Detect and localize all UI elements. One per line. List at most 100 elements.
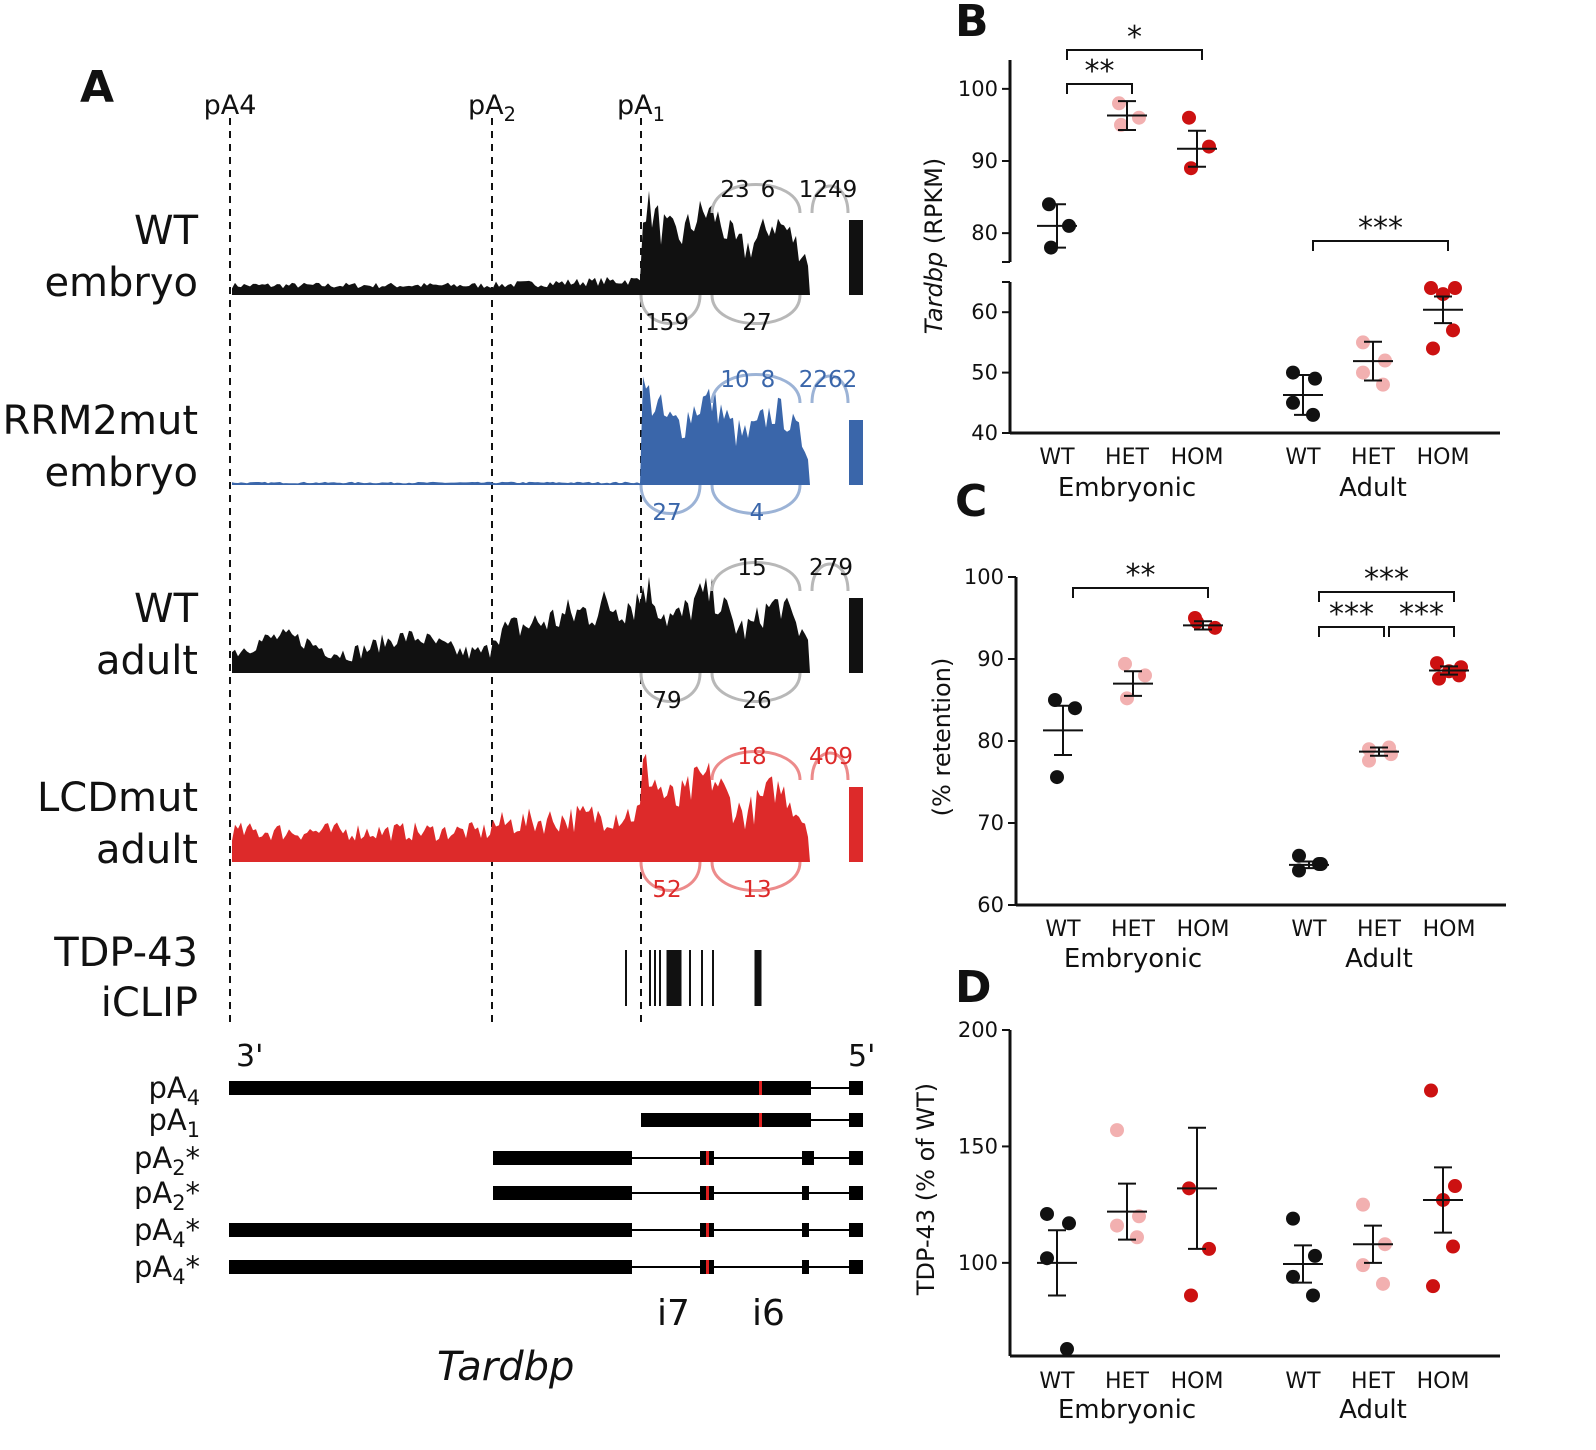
significance-label: ***	[1329, 597, 1374, 632]
data-point	[1132, 1209, 1146, 1224]
data-point	[1130, 1230, 1144, 1245]
junction-count-bottom: 13	[742, 877, 771, 903]
exon-block	[802, 1151, 814, 1165]
three-prime-label: 3'	[236, 1039, 263, 1074]
isoform-label-0-sub: 4	[187, 1086, 200, 1110]
isoform-label-3-sub: 2	[172, 1191, 185, 1215]
y-tick-label: 50	[971, 361, 998, 385]
coverage-exon-block	[849, 598, 863, 673]
significance-label: **	[1085, 54, 1115, 89]
x-category-label: WT	[1285, 1369, 1321, 1394]
iclip-label-line2: iCLIP	[101, 980, 198, 1026]
junction-arc-bottom	[710, 294, 802, 325]
data-point	[1110, 1218, 1124, 1233]
exon-block	[849, 1186, 863, 1200]
data-point	[1356, 1258, 1370, 1273]
x-category-label: HOM	[1171, 445, 1224, 470]
junction-count-bottom: 4	[750, 500, 765, 526]
exon-block	[849, 1260, 863, 1274]
pa-marker-2-sub: 1	[653, 103, 665, 126]
stop-codon-mark	[706, 1186, 709, 1200]
data-point	[1184, 161, 1198, 176]
junction-count-bottom: 27	[742, 310, 771, 336]
data-point	[1286, 395, 1300, 410]
x-category-label: HOM	[1417, 445, 1470, 470]
track-label-line2: embryo	[44, 450, 198, 496]
significance-bracket	[1318, 591, 1455, 602]
y-tick-label: 60	[977, 893, 1004, 917]
x-group-label: Embryonic	[1058, 1395, 1196, 1425]
y-axis-label-text: (RPKM)	[920, 158, 948, 252]
junction-arc-bottom	[639, 294, 702, 325]
isoform-model-4	[229, 1223, 863, 1237]
x-category-label: HOM	[1417, 1369, 1470, 1394]
junction-arc-top	[810, 184, 850, 214]
data-point	[1068, 701, 1082, 716]
y-tick-label: 200	[958, 1018, 998, 1042]
isoform-label-2: pA2*	[134, 1141, 200, 1180]
isoform-model-1	[641, 1113, 863, 1127]
significance-bracket	[1072, 587, 1209, 598]
junction-count-top: 10	[720, 367, 749, 393]
data-point	[1292, 863, 1306, 878]
x-group-label: Adult	[1339, 473, 1407, 503]
y-axis-label: Tardbp (RPKM)	[920, 158, 948, 334]
stop-codon-mark	[759, 1081, 762, 1095]
y-axis-label-gene: Tardbp	[920, 252, 948, 334]
data-point	[1452, 668, 1466, 683]
pa-marker-2-base: pA	[617, 90, 653, 121]
junction-count-top: 8	[761, 367, 776, 393]
isoform-label-4-suffix: *	[186, 1213, 201, 1247]
y-tick-label: 100	[958, 1251, 998, 1275]
junction-arc-top	[710, 750, 802, 781]
exon-block	[229, 1260, 632, 1274]
pa-marker-1: pA2	[468, 90, 516, 126]
x-group-label: Adult	[1345, 944, 1413, 974]
isoform-label-0-base: pA	[148, 1071, 186, 1105]
panel-b-chart: 80 90 100 40 50 60 Tardbp (RPKM) WT HET HOM WT HET H…	[920, 20, 1500, 503]
exon-block	[229, 1081, 811, 1095]
junction-arc-bottom	[710, 672, 802, 703]
pa-marker-1-sub: 2	[504, 103, 516, 126]
junction-count-top: 2262	[799, 367, 858, 393]
x-category-label: HET	[1357, 917, 1401, 942]
track-0: WT embryo 23 6 1249 159 27	[44, 177, 863, 336]
y-tick-label: 100	[958, 77, 998, 101]
exon-block	[802, 1186, 809, 1200]
isoform-label-5-sub: 4	[172, 1265, 185, 1289]
panel-b-label: B	[955, 0, 989, 47]
data-point	[1308, 1248, 1322, 1263]
y-tick-label: 90	[971, 149, 998, 173]
data-point	[1424, 1083, 1438, 1098]
junction-count-bottom: 159	[645, 310, 689, 336]
y-tick-label: 150	[958, 1134, 998, 1158]
iclip-label-line1: TDP-43	[53, 930, 198, 976]
x-category-label: WT	[1045, 917, 1081, 942]
isoform-label-2-sub: 2	[172, 1156, 185, 1180]
junction-arc-top	[810, 751, 850, 781]
intron-7-label: i7	[657, 1293, 690, 1334]
x-category-label: HOM	[1171, 1369, 1224, 1394]
isoform-label-1: pA1	[148, 1103, 200, 1142]
junction-arc-bottom	[710, 861, 802, 892]
x-category-label: WT	[1039, 1369, 1075, 1394]
exon-block	[802, 1223, 809, 1237]
data-point	[1120, 691, 1134, 706]
coverage-tracks: WT embryo 23 6 1249 159 27 RRM2mut embryo 10 8 2262…	[2, 177, 863, 903]
junction-count-top: 15	[737, 555, 766, 581]
isoform-model-2	[493, 1151, 863, 1165]
significance-label: **	[1126, 558, 1156, 593]
junction-arc-top	[710, 183, 802, 214]
isoform-label-3-base: pA	[134, 1176, 172, 1210]
exon-block	[802, 1260, 809, 1274]
y-tick-label: 80	[971, 221, 998, 245]
data-point	[1182, 110, 1196, 125]
y-tick-label: 80	[977, 729, 1004, 753]
x-category-label: HET	[1351, 1369, 1395, 1394]
exon-block	[849, 1223, 863, 1237]
pa-marker-1-base: pA	[468, 90, 504, 121]
pa-site-lines	[229, 118, 642, 1028]
data-point	[1184, 1288, 1198, 1303]
pa-marker-0-base: pA	[204, 90, 240, 121]
coverage-area	[232, 190, 810, 295]
